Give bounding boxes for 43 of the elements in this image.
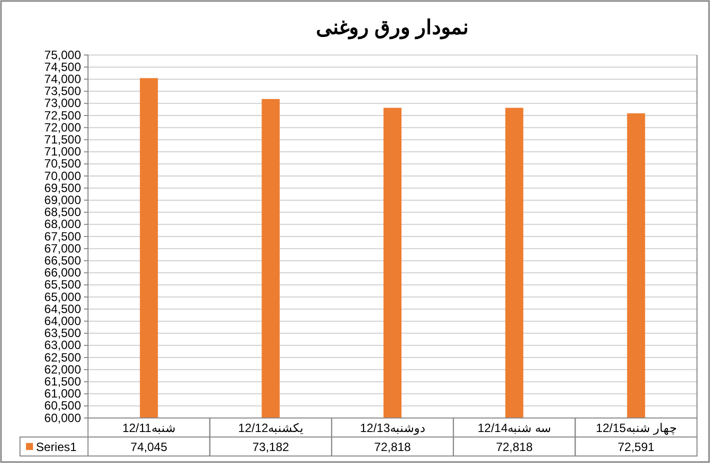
y-tick-label: 73,500 — [44, 84, 82, 98]
y-tick-label: 72,500 — [44, 108, 82, 122]
x-tick-label: یکشنبه12/12 — [238, 421, 304, 435]
y-tick-label: 72,000 — [44, 120, 82, 134]
x-tick-label: سه شنبه12/14 — [478, 421, 551, 435]
data-label: 74,045 — [130, 440, 168, 454]
y-tick-label: 61,000 — [44, 386, 82, 401]
x-tick-label: دوشنبه12/13 — [360, 421, 426, 435]
y-tick-label: 63,500 — [44, 326, 82, 340]
y-tick-label: 61,500 — [44, 374, 82, 389]
x-tick-label: چهار شنبه12/15 — [596, 421, 676, 435]
data-label: 72,591 — [618, 440, 655, 454]
y-tick-label: 71,000 — [44, 144, 82, 159]
y-tick-label: 66,000 — [44, 266, 82, 280]
y-tick-label: 68,500 — [44, 205, 82, 220]
data-label: 72,818 — [496, 440, 533, 454]
y-tick-label: 62,000 — [44, 362, 82, 376]
y-tick-label: 67,000 — [44, 241, 82, 256]
y-tick-label: 69,000 — [44, 193, 82, 208]
data-label: 72,818 — [374, 440, 412, 454]
chart-title: نمودار ورق روغنی — [316, 17, 470, 40]
y-tick-label: 69,500 — [44, 180, 82, 195]
y-tick-label: 60,500 — [44, 398, 82, 413]
y-tick-label: 64,000 — [44, 314, 82, 328]
y-tick-label: 67,500 — [44, 229, 82, 244]
y-tick-label: 74,000 — [44, 72, 82, 86]
x-tick-label: شنبه12/11 — [122, 421, 176, 435]
y-tick-label: 64,500 — [44, 302, 82, 316]
y-tick-label: 66,500 — [44, 254, 82, 268]
y-tick-label: 60,000 — [44, 410, 82, 425]
y-tick-label: 68,000 — [44, 217, 82, 232]
y-tick-label: 62,500 — [44, 350, 82, 364]
legend-label: Series1 — [36, 440, 78, 454]
y-tick-label: 73,000 — [44, 96, 82, 110]
data-label: 73,182 — [252, 440, 290, 454]
y-tick-label: 74,500 — [44, 60, 82, 74]
y-tick-label: 65,500 — [44, 278, 82, 292]
y-tick-label: 75,000 — [44, 48, 82, 62]
y-tick-label: 70,000 — [44, 168, 82, 183]
y-tick-label: 71,500 — [44, 132, 82, 147]
y-tick-label: 70,500 — [44, 156, 82, 171]
y-tick-label: 65,000 — [44, 290, 82, 304]
y-tick-label: 63,000 — [44, 338, 82, 352]
